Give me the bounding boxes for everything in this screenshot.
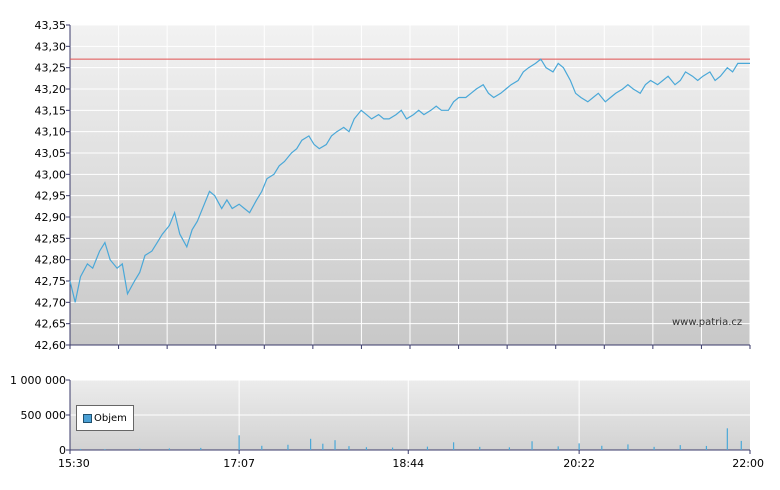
volume-y-tick-label: 500 000 — [21, 409, 67, 422]
price-x-ticks — [69, 345, 751, 349]
price-y-tick-label: 42,90 — [35, 211, 67, 224]
volume-bar — [679, 445, 681, 450]
price-y-tick-label: 43,20 — [35, 83, 67, 96]
price-y-tick-label: 42,60 — [35, 339, 67, 352]
price-y-ticks: 43,35 43,30 43,25 43,20 43,15 43,10 43,05 43,00… — [35, 19, 70, 352]
price-y-tick-label: 42,65 — [35, 318, 67, 331]
volume-bar — [104, 449, 106, 450]
price-y-tick-label: 42,95 — [35, 190, 67, 203]
volume-x-tick-label: 15:30 — [58, 457, 90, 470]
watermark: www.patria.cz — [672, 317, 743, 328]
price-y-tick-label: 43,15 — [35, 104, 67, 117]
legend-label: Objem — [94, 412, 127, 424]
volume-y-tick-label: 1 000 000 — [10, 374, 66, 387]
volume-bar — [578, 443, 580, 450]
volume-bar — [79, 448, 82, 450]
volume-bar — [726, 428, 728, 450]
volume-y-tick-label: 0 — [59, 444, 66, 457]
volume-bar — [334, 440, 336, 450]
volume-bar — [508, 447, 510, 450]
volume-bar — [653, 446, 655, 450]
volume-bars — [79, 428, 742, 450]
price-y-tick-label: 42,85 — [35, 232, 67, 245]
volume-bar — [139, 448, 141, 450]
volume-x-tick-label: 20:22 — [563, 457, 595, 470]
price-y-tick-label: 43,05 — [35, 147, 67, 160]
volume-bar — [452, 442, 455, 450]
price-y-tick-label: 42,70 — [35, 296, 67, 309]
volume-x-tick-label: 22:00 — [732, 457, 764, 470]
volume-bar — [322, 443, 324, 450]
volume-bar — [310, 438, 312, 450]
volume-x-ticks: 15:30 17:07 18:44 20:22 22:00 — [58, 450, 764, 470]
price-y-tick-label: 42,80 — [35, 254, 67, 267]
volume-x-tick-label: 18:44 — [392, 457, 424, 470]
volume-bar — [531, 441, 533, 450]
volume-bar — [479, 446, 481, 450]
price-series-line — [69, 58, 750, 303]
price-y-tick-label: 43,00 — [35, 168, 67, 181]
price-y-tick-label: 43,30 — [35, 40, 67, 53]
volume-bar — [705, 445, 708, 450]
volume-bar — [557, 446, 559, 450]
volume-bar — [426, 446, 429, 450]
legend-swatch — [83, 413, 92, 423]
price-y-tick-label: 43,25 — [35, 62, 67, 75]
volume-bar — [391, 447, 394, 450]
volume-legend: Objem — [76, 405, 134, 431]
volume-bar — [168, 448, 170, 450]
price-y-tick-label: 43,10 — [35, 126, 67, 139]
volume-bar — [287, 444, 289, 450]
price-y-tick-label: 42,75 — [35, 275, 67, 288]
volume-bar — [238, 435, 240, 450]
volume-bar — [627, 444, 629, 450]
volume-x-tick-label: 17:07 — [223, 457, 255, 470]
volume-y-ticks: 1 000 000 500 000 0 — [10, 374, 70, 457]
price-y-tick-label: 43,35 — [35, 19, 67, 32]
volume-bar — [365, 447, 368, 450]
price-grid — [70, 24, 751, 346]
volume-bar — [261, 445, 263, 450]
volume-bar — [601, 445, 603, 450]
volume-bar — [740, 440, 742, 450]
volume-bar — [200, 447, 202, 450]
volume-bar — [348, 446, 350, 450]
